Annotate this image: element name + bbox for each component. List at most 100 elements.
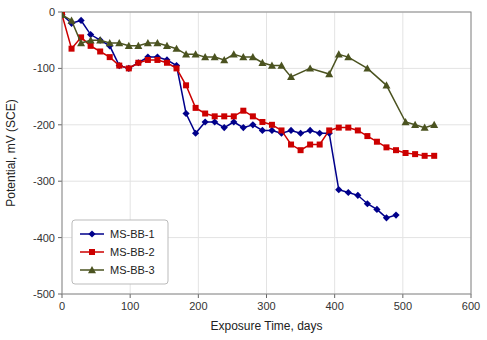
- legend: MS-BB-1MS-BB-2MS-BB-3: [72, 220, 168, 284]
- point: [392, 211, 399, 218]
- point: [287, 127, 294, 134]
- tick-label: -100: [33, 62, 55, 74]
- tick-label: -300: [33, 175, 55, 187]
- tick: [58, 124, 62, 125]
- point: [192, 130, 199, 137]
- grid-line: [266, 12, 267, 294]
- tick-label: -200: [33, 119, 55, 131]
- point: [88, 43, 94, 49]
- point: [87, 36, 95, 43]
- point: [335, 50, 343, 57]
- point: [135, 59, 142, 66]
- point: [164, 60, 170, 66]
- point: [231, 113, 237, 119]
- point: [422, 153, 428, 159]
- series-line: [62, 15, 434, 156]
- point: [144, 39, 152, 46]
- point: [62, 12, 66, 18]
- point: [298, 147, 304, 153]
- tick-label: -400: [33, 232, 55, 244]
- point: [421, 124, 429, 131]
- point: [354, 192, 361, 199]
- point: [268, 127, 275, 134]
- plot-area: [62, 12, 471, 294]
- point: [126, 65, 132, 71]
- point: [211, 53, 219, 60]
- point: [116, 63, 122, 69]
- point: [96, 36, 104, 43]
- point: [335, 186, 342, 193]
- point: [307, 142, 313, 148]
- point: [269, 122, 275, 128]
- point: [382, 81, 390, 88]
- point: [240, 108, 246, 114]
- tick: [62, 294, 63, 298]
- point: [125, 42, 133, 49]
- point: [402, 118, 410, 125]
- point: [336, 125, 342, 131]
- point: [239, 53, 247, 60]
- point: [363, 64, 371, 71]
- point: [250, 113, 256, 119]
- legend-label: MS-BB-2: [110, 246, 155, 258]
- point: [249, 53, 257, 60]
- point: [62, 12, 66, 18]
- tick-label: 500: [394, 300, 412, 312]
- point: [249, 121, 256, 128]
- tick-label: 0: [49, 6, 55, 18]
- point: [134, 42, 142, 49]
- plot-frame: [62, 12, 471, 294]
- point: [230, 118, 237, 125]
- point: [431, 153, 437, 159]
- point: [211, 118, 218, 125]
- tick-label: 400: [325, 300, 343, 312]
- point: [212, 113, 218, 119]
- point: [115, 39, 123, 46]
- point: [220, 56, 228, 63]
- point: [325, 70, 333, 77]
- point: [145, 57, 151, 63]
- x-axis-label: Exposure Time, days: [210, 319, 322, 333]
- grid-line: [62, 181, 471, 182]
- point: [240, 124, 247, 131]
- point: [193, 105, 199, 111]
- grid-line: [334, 12, 335, 294]
- point: [201, 53, 209, 60]
- point: [355, 127, 361, 133]
- legend-label: MS-BB-3: [110, 264, 155, 276]
- tick-label: 300: [257, 300, 275, 312]
- point: [116, 62, 123, 69]
- point: [412, 151, 418, 157]
- tick: [58, 294, 62, 295]
- tick: [334, 294, 335, 298]
- point: [106, 39, 114, 46]
- point: [364, 200, 371, 207]
- point: [288, 142, 294, 148]
- point: [287, 73, 295, 80]
- point: [259, 119, 265, 125]
- point: [192, 50, 200, 57]
- point: [278, 127, 284, 133]
- point: [364, 133, 370, 139]
- point: [77, 39, 85, 46]
- axes: 01002003004005006000-100-200-300-400-500: [33, 6, 480, 312]
- tick-label: 100: [121, 300, 139, 312]
- point: [345, 189, 352, 196]
- point: [373, 206, 380, 213]
- tick-label: 0: [59, 300, 65, 312]
- point: [230, 50, 238, 57]
- grid: [62, 12, 471, 294]
- point: [403, 150, 409, 156]
- point: [202, 111, 208, 117]
- point: [383, 214, 390, 221]
- point: [277, 62, 285, 69]
- point: [259, 127, 266, 134]
- point: [268, 62, 276, 69]
- point: [316, 130, 323, 137]
- point: [97, 48, 103, 54]
- point: [182, 50, 190, 57]
- point: [135, 60, 141, 66]
- point: [297, 130, 304, 137]
- point: [221, 113, 227, 119]
- tick: [58, 68, 62, 69]
